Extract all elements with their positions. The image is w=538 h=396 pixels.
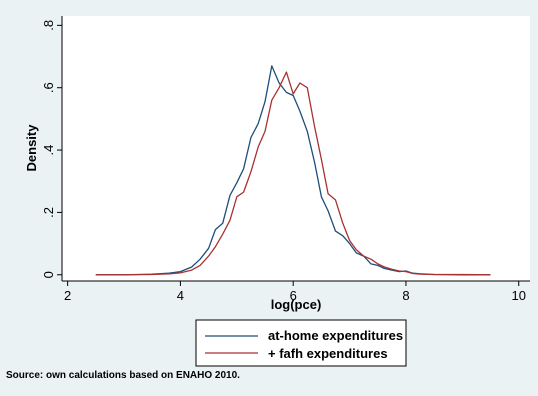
x-tick-label: 2 xyxy=(64,288,71,303)
y-tick-label: .2 xyxy=(41,207,56,218)
y-tick-label: .6 xyxy=(41,82,56,93)
x-axis-title: log(pce) xyxy=(271,297,322,312)
source-note: Source: own calculations based on ENAHO … xyxy=(6,370,240,381)
x-tick-label: 6 xyxy=(290,288,297,303)
legend-label-fafh: + fafh expenditures xyxy=(268,346,388,361)
legend: at-home expenditures + fafh expenditures xyxy=(195,319,407,367)
y-axis-title: Density xyxy=(24,124,39,172)
y-tick-label: .4 xyxy=(41,145,56,156)
axes: 2 4 6 8 10 0 .2 .4 .6 .8 xyxy=(41,16,530,303)
x-tick-label: 10 xyxy=(511,288,525,303)
x-tick-label: 8 xyxy=(402,288,409,303)
legend-box xyxy=(195,319,407,367)
x-tick-label: 4 xyxy=(177,288,184,303)
series-line-0 xyxy=(95,65,491,276)
series-lines xyxy=(95,65,491,276)
series-line-1 xyxy=(95,71,491,276)
plot-area xyxy=(62,16,530,281)
y-tick-label: 0 xyxy=(41,271,56,278)
y-tick-label: .8 xyxy=(41,20,56,31)
legend-label-at-home: at-home expenditures xyxy=(268,328,403,343)
